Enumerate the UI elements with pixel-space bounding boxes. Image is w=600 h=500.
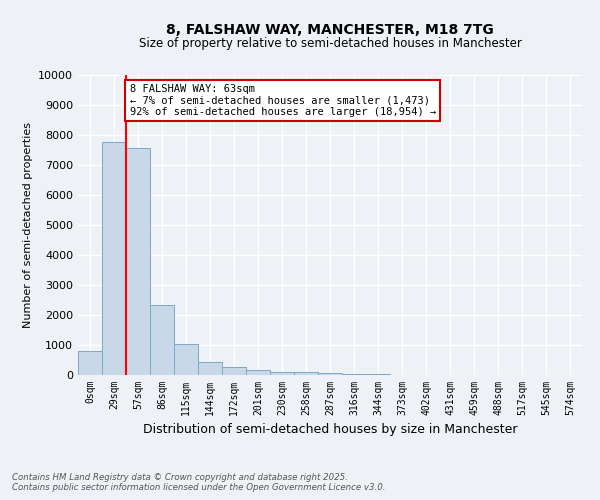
Text: 8 FALSHAW WAY: 63sqm
← 7% of semi-detached houses are smaller (1,473)
92% of sem: 8 FALSHAW WAY: 63sqm ← 7% of semi-detach… — [130, 84, 436, 117]
Bar — [174, 344, 198, 375]
Bar — [222, 367, 246, 375]
Bar — [78, 351, 102, 375]
Bar — [342, 374, 366, 375]
Text: Size of property relative to semi-detached houses in Manchester: Size of property relative to semi-detach… — [139, 38, 521, 51]
Bar — [270, 372, 294, 375]
Bar — [246, 370, 270, 375]
Bar — [294, 372, 318, 375]
Bar — [150, 304, 174, 375]
Text: 8, FALSHAW WAY, MANCHESTER, M18 7TG: 8, FALSHAW WAY, MANCHESTER, M18 7TG — [166, 22, 494, 36]
Bar — [366, 374, 390, 375]
Bar — [126, 148, 150, 375]
Bar — [102, 142, 126, 375]
Bar — [318, 373, 342, 375]
Bar — [198, 362, 222, 375]
Y-axis label: Number of semi-detached properties: Number of semi-detached properties — [23, 122, 32, 328]
X-axis label: Distribution of semi-detached houses by size in Manchester: Distribution of semi-detached houses by … — [143, 424, 517, 436]
Text: Contains HM Land Registry data © Crown copyright and database right 2025.
Contai: Contains HM Land Registry data © Crown c… — [12, 473, 386, 492]
